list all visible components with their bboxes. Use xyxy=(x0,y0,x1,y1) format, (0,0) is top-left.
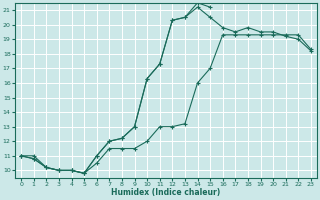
X-axis label: Humidex (Indice chaleur): Humidex (Indice chaleur) xyxy=(111,188,221,197)
